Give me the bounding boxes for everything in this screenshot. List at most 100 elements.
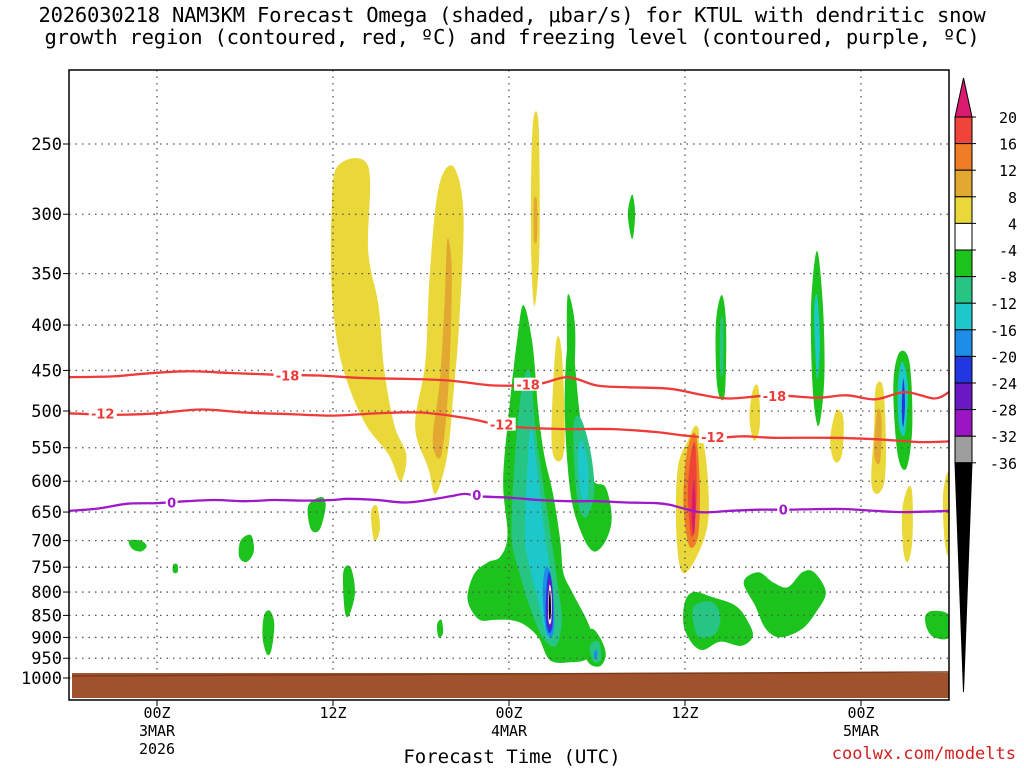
omega-area-3 xyxy=(371,504,380,542)
omega-area-32 xyxy=(627,194,636,240)
omega-area-16 xyxy=(830,409,844,463)
x-tick-label: 00Z xyxy=(143,704,170,722)
y-tick-label-500: 500 xyxy=(31,402,62,422)
colorbar-segment-2 xyxy=(954,143,973,171)
x-tick-label: 00Z xyxy=(495,704,522,722)
omega-area-36 xyxy=(719,316,724,377)
colorbar-segment-12 xyxy=(954,409,973,437)
contour-label-bg xyxy=(698,430,727,444)
contour-label-bg xyxy=(88,406,117,420)
x-axis-title: Forecast Time (UTC) xyxy=(403,746,621,768)
omega-area-0 xyxy=(330,158,407,482)
colorbar-segment-5 xyxy=(954,222,973,251)
colorbar-label: -32 xyxy=(990,428,1017,446)
omega-area-37 xyxy=(743,570,826,638)
chart-title: 2026030218 NAM3KM Forecast Omega (shaded… xyxy=(0,4,1024,48)
contour-label-bg xyxy=(470,488,483,502)
omega-area-28 xyxy=(566,293,576,381)
title-line-1: 2026030218 NAM3KM Forecast Omega (shaded… xyxy=(38,3,986,27)
ground-fill xyxy=(72,673,949,698)
contour-labels: -18 -18 -18 -12 -12 -12 0 0 0 xyxy=(88,368,790,519)
colorbar-label: -16 xyxy=(990,322,1017,340)
omega-area-6 xyxy=(551,336,565,462)
y-tick-label-800: 800 xyxy=(31,583,62,603)
colorbar: 20 16 12 8 4 -4 -8 -12 -16 -20 -24 -28 -32 -36 xyxy=(954,77,1017,693)
watermark: coolwx.com/modelts xyxy=(831,744,1016,764)
omega-area-49 xyxy=(436,619,444,638)
colorbar-segment-3 xyxy=(954,169,973,198)
y-tick-label-300: 300 xyxy=(31,205,62,225)
y-tick-label-350: 350 xyxy=(31,265,62,285)
colorbar-label: 12 xyxy=(999,162,1017,180)
colorbar-segment-9 xyxy=(954,329,973,357)
omega-area-27 xyxy=(577,440,589,503)
omega-area-42 xyxy=(901,378,905,427)
omega-area-47 xyxy=(128,539,147,552)
omega-area-15 xyxy=(942,472,949,556)
contour-label-8: 0 xyxy=(779,504,788,519)
colorbar-segment-1 xyxy=(954,116,973,145)
contour-label-1: -18 xyxy=(516,379,540,394)
y-tick-label-850: 850 xyxy=(31,606,62,626)
omega-area-13 xyxy=(874,408,882,465)
omega-area-44 xyxy=(262,610,275,656)
y-tick-label-1000: 1000 xyxy=(21,669,62,689)
contour-label-bg xyxy=(273,368,302,382)
colorbar-segment-7 xyxy=(954,276,973,304)
colorbar-label: -36 xyxy=(990,455,1017,473)
y-tick-label-250: 250 xyxy=(31,135,62,155)
colorbar-segment-4 xyxy=(954,196,973,224)
x-tick-date: 4MAR xyxy=(491,722,528,740)
x-tick-date: 3MAR xyxy=(139,722,176,740)
grid-lines xyxy=(69,70,949,700)
y-tick-label-950: 950 xyxy=(31,649,62,669)
y-tick-label-650: 650 xyxy=(31,503,62,523)
colorbar-label: -12 xyxy=(990,295,1017,313)
contour-label-bg xyxy=(487,417,516,431)
colorbar-segment-8 xyxy=(954,302,973,331)
y-tick-label-550: 550 xyxy=(31,439,62,459)
omega-area-50 xyxy=(172,563,179,574)
colorbar-top-arrow xyxy=(954,77,973,118)
omega-area-14 xyxy=(901,485,913,563)
contour-minus18 xyxy=(69,370,949,401)
omega-area-34 xyxy=(692,601,721,638)
colorbar-segment-13 xyxy=(954,435,973,464)
omega-area-45 xyxy=(307,497,326,533)
omega-area-10 xyxy=(691,481,696,536)
contour-label-bg xyxy=(165,495,178,509)
omega-area-39 xyxy=(814,293,820,380)
title-line-2: growth region (contoured, red, ºC) and f… xyxy=(44,25,980,49)
ground-layer xyxy=(71,671,950,698)
colorbar-label: 16 xyxy=(999,136,1017,154)
y-tick-label-700: 700 xyxy=(31,532,62,552)
y-tick-label-600: 600 xyxy=(31,472,62,492)
x-tick-label: 00Z xyxy=(847,704,874,722)
colorbar-label: 4 xyxy=(1008,215,1017,233)
contour-label-0: -18 xyxy=(276,370,300,385)
omega-area-11 xyxy=(749,384,761,441)
colorbar-bottom-arrow xyxy=(954,462,973,693)
x-tick-label: 12Z xyxy=(671,704,698,722)
contour-label-3: -12 xyxy=(91,407,115,422)
colorbar-label: -28 xyxy=(990,402,1017,420)
omega-area-5 xyxy=(533,196,538,244)
omega-area-46 xyxy=(342,565,356,618)
ground-edge xyxy=(71,671,950,677)
contour-label-7: 0 xyxy=(472,489,481,504)
omega-area-25 xyxy=(564,339,612,552)
y-axis: 2503003504004505005506006507007508008509… xyxy=(21,135,69,689)
contour-label-5: -12 xyxy=(701,431,725,446)
contour-minus12 xyxy=(69,408,949,444)
colorbar-segment-11 xyxy=(954,382,973,411)
colorbar-label: -4 xyxy=(999,242,1017,260)
contour-label-bg xyxy=(777,502,790,516)
y-tick-label-400: 400 xyxy=(31,316,62,336)
y-tick-label-900: 900 xyxy=(31,628,62,648)
omega-area-48 xyxy=(238,534,254,563)
colorbar-segment-10 xyxy=(954,355,973,384)
x-tick-date: 5MAR xyxy=(843,722,880,740)
contour-label-6: 0 xyxy=(167,496,176,511)
